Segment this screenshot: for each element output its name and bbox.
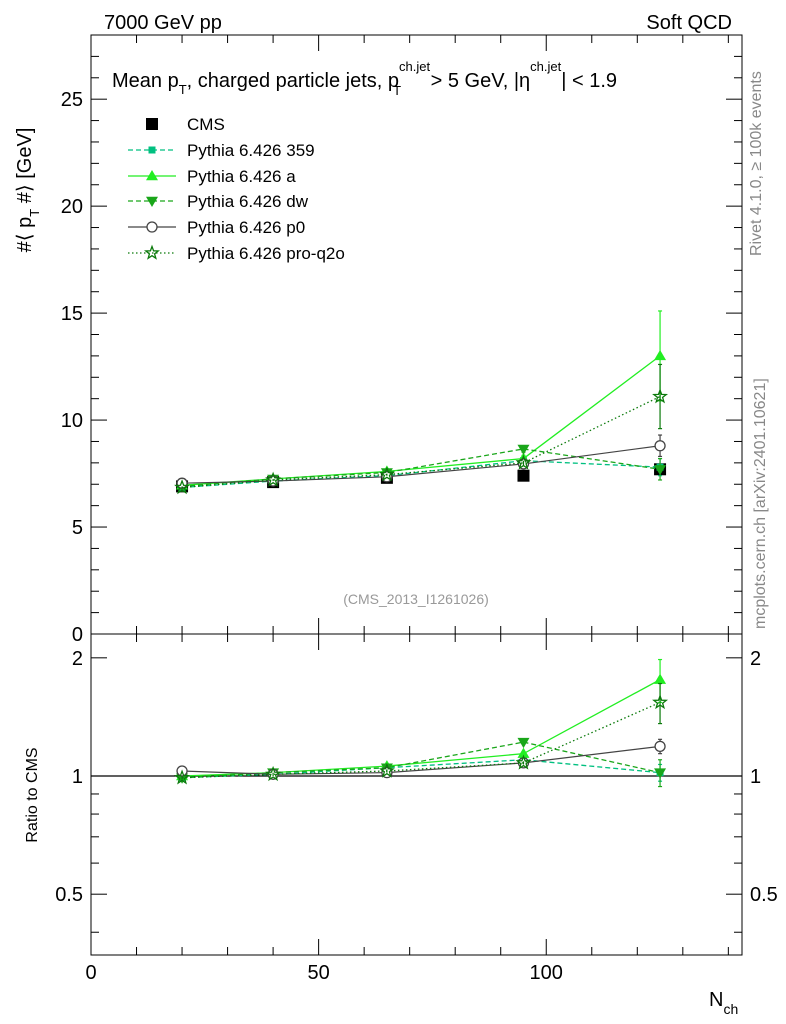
- legend-label-cms: CMS: [187, 115, 225, 134]
- legend-label-pythia-dw: Pythia 6.426 dw: [187, 192, 309, 211]
- main-point-pythia-a: [654, 349, 667, 361]
- main-line-pythia-p0: [182, 445, 661, 484]
- ratio-point-pythia-proq2o: [378, 762, 395, 778]
- legend-marker-pythia-proq2o: [144, 244, 160, 260]
- main-y-tick-label: 0: [72, 624, 83, 646]
- legend-entry-pythia-dw: Pythia 6.426 dw: [128, 192, 309, 211]
- main-y-axis-label: #⟨ pT #⟩ [GeV]: [14, 128, 42, 253]
- legend-entry-pythia-a: Pythia 6.426 a: [128, 167, 296, 186]
- ratio-y-axis-label: Ratio to CMS: [24, 747, 41, 842]
- ratio-series-layer: [174, 658, 669, 788]
- main-point-pythia-proq2o: [515, 454, 532, 470]
- main-y-tick-label: 5: [72, 517, 83, 539]
- ratio-y-tick-label-right: 0.5: [750, 884, 778, 906]
- ratio-point-pythia-proq2o: [174, 769, 191, 785]
- legend-label-pythia-a: Pythia 6.426 a: [187, 167, 296, 186]
- mcplots-label: mcplots.cern.ch [arXiv:2401.10621]: [752, 378, 769, 629]
- ratio-line-pythia-dw: [182, 741, 661, 779]
- ratio-point-pythia-proq2o: [515, 754, 532, 770]
- main-axis-ticks: 0 5 10 15 20 25: [61, 34, 742, 646]
- ratio-point-pythia-proq2o: [265, 765, 282, 782]
- main-point-pythia-proq2o: [265, 471, 282, 487]
- ratio-point-pythia-a: [654, 673, 667, 684]
- ratio-series-pythia-proq2o: [174, 682, 669, 785]
- ratio-series-pythia-p0: [176, 738, 666, 780]
- legend-marker-cms: [146, 118, 158, 130]
- ratio-y-tick-label: 2: [72, 648, 83, 670]
- main-series-pythia-a: [176, 310, 667, 490]
- main-point-pythia-p0: [654, 440, 666, 452]
- main-point-pythia-dw: [517, 444, 530, 455]
- legend-marker-pythia-p0: [146, 221, 158, 233]
- x-tick-label: 50: [307, 962, 329, 984]
- ratio-point-pythia-a: [517, 747, 530, 758]
- ratio-line-pythia-proq2o: [182, 701, 661, 779]
- ratio-y-tick-label: 1: [72, 766, 83, 788]
- legend-marker-pythia-359: [148, 146, 156, 154]
- main-line-pythia-a: [182, 355, 661, 486]
- legend-entry-pythia-pro-q2o: Pythia 6.426 pro-q2o: [128, 244, 345, 263]
- ratio-series-pythia-a: [176, 658, 667, 781]
- ratio-point-pythia-dw: [517, 737, 530, 749]
- ratio-y-tick-label-right: 2: [750, 648, 761, 670]
- ratio-axis-ticks: 0.5 0.5 1 1 2 2 0 50 100: [55, 634, 778, 984]
- main-point-pythia-proq2o: [174, 479, 191, 495]
- ratio-series-pythia-dw: [176, 737, 667, 788]
- ratio-series-pythia-359: [178, 756, 664, 782]
- legend-marker-pythia-a: [146, 170, 158, 181]
- x-axis-label: Nch: [709, 989, 738, 1017]
- header-left: 7000 GeV pp: [104, 12, 222, 34]
- legend-label-pythia-359: Pythia 6.426 359: [187, 141, 315, 160]
- x-tick-label: 0: [85, 962, 96, 984]
- legend-label-pythia-pro-q2o: Pythia 6.426 pro-q2o: [187, 244, 345, 263]
- ratio-y-tick-label-right: 1: [750, 766, 761, 788]
- rivet-label: Rivet 4.1.0, ≥ 100k events: [748, 71, 765, 256]
- ratio-point-pythia-proq2o: [652, 694, 669, 710]
- ratio-plot-frame: [90, 633, 743, 956]
- legend-entry-pythia-p0: Pythia 6.426 p0: [128, 218, 305, 237]
- legend: CMS Pythia 6.426 359 Pythia 6.426 a Pyth…: [128, 115, 345, 263]
- main-line-pythia-359: [182, 460, 661, 489]
- main-point-pythia-dw: [654, 465, 667, 476]
- main-series-layer: [174, 310, 669, 495]
- main-point-pythia-proq2o: [378, 466, 395, 482]
- ratio-line-pythia-a: [182, 679, 661, 777]
- x-tick-label: 100: [530, 962, 563, 984]
- ratio-point-pythia-p0: [654, 740, 666, 752]
- main-y-tick-label: 25: [61, 89, 83, 111]
- ratio-y-tick-label: 0.5: [55, 884, 83, 906]
- main-series-pythia-proq2o: [174, 363, 669, 495]
- main-point-pythia-proq2o: [652, 388, 669, 404]
- ratio-point-pythia-dw: [654, 768, 667, 779]
- analysis-watermark: (CMS_2013_I1261026): [343, 591, 489, 607]
- main-title: Mean pT, charged particle jets, pch.jet T…: [112, 59, 617, 98]
- ratio-line-pythia-p0: [182, 745, 661, 775]
- legend-label-pythia-p0: Pythia 6.426 p0: [187, 218, 305, 237]
- main-y-tick-label: 10: [61, 410, 83, 432]
- main-y-tick-label: 15: [61, 303, 83, 325]
- header-right: Soft QCD: [646, 12, 732, 34]
- legend-entry-cms: CMS: [146, 115, 225, 134]
- main-y-tick-label: 20: [61, 196, 83, 218]
- main-point-cms: [517, 469, 530, 482]
- legend-entry-pythia-359: Pythia 6.426 359: [128, 141, 315, 160]
- legend-marker-pythia-dw: [146, 196, 158, 207]
